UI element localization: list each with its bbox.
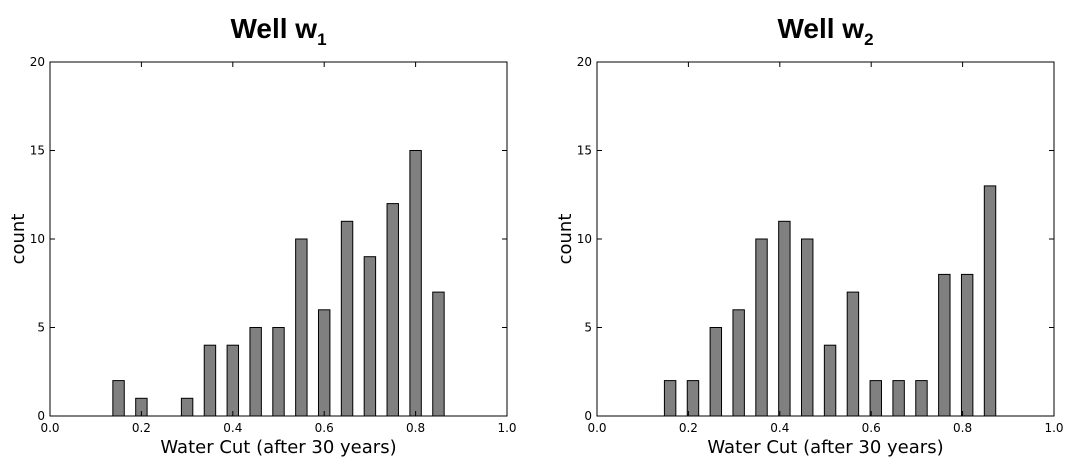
- chart2-panel: Well w2 0.0 0.2 0.4 0.6 0.8 1.0 0 5 10 15 20 Water C…: [555, 13, 1064, 458]
- chart1-y-axis-label: count: [8, 214, 29, 265]
- chart2-xtick-label-2: 0.2: [679, 421, 698, 435]
- chart1-bar-10: [317, 309, 331, 417]
- chart1-xtick-label-3: 0.4: [223, 421, 242, 435]
- chart2-bar-1: [663, 380, 677, 417]
- chart2-ytick-label-2: 5: [584, 321, 592, 335]
- chart1-x-axis-label: Water Cut (after 30 years): [160, 437, 396, 458]
- chart1-bar-1: [112, 380, 125, 417]
- chart2-ytick-label-1: 0: [584, 409, 592, 423]
- chart2-bar-4: [732, 309, 745, 417]
- chart2-xtick-label-3: 0.4: [770, 421, 789, 435]
- chart1-ytick-label-2: 5: [37, 321, 45, 335]
- chart2-bar-10: [869, 380, 882, 417]
- chart1-xtick-label-4: 0.6: [315, 421, 334, 435]
- chart1-bar-8: [272, 327, 285, 417]
- chart1-ytick-label-4: 15: [30, 144, 45, 158]
- chart2-xtick-label-6: 1.0: [1044, 421, 1063, 435]
- chart1-bar-15: [432, 291, 445, 417]
- chart2-x-axis-label: Water Cut (after 30 years): [707, 437, 943, 458]
- chart2-xtick-label-5: 0.8: [953, 421, 972, 435]
- chart2-bar-11: [892, 380, 905, 417]
- chart2-bar-15: [983, 185, 997, 417]
- chart1-title-text: Well w: [230, 13, 317, 44]
- chart1-panel: Well w1 0.0 0.2 0.4 0.6 0.8 1.0 0 5 10 15 20 Water C…: [8, 13, 517, 458]
- chart2-bar-6: [778, 220, 791, 417]
- chart2-bar-14: [960, 273, 974, 417]
- chart2-bar-7: [801, 238, 814, 417]
- chart1-bar-4: [180, 397, 194, 417]
- chart2-y-axis-label: count: [555, 214, 576, 265]
- chart2-bar-13: [938, 273, 951, 417]
- chart1-title-subscript: 1: [317, 30, 326, 49]
- chart1-bar-9: [295, 238, 308, 417]
- chart1-xtick-label-5: 0.8: [406, 421, 425, 435]
- chart1-bar-6: [226, 344, 240, 417]
- chart2-bar-8: [823, 344, 837, 417]
- chart2-xtick-label-4: 0.6: [862, 421, 881, 435]
- chart1-ytick-label-1: 0: [37, 409, 45, 423]
- chart1-xtick-label-6: 1.0: [497, 421, 516, 435]
- chart1-bar-14: [409, 150, 422, 417]
- chart2-title-subscript: 2: [864, 30, 873, 49]
- chart2-xtick-label-1: 0.0: [587, 421, 606, 435]
- chart1-bar-13: [386, 203, 399, 417]
- chart1-bar-5: [203, 344, 217, 417]
- chart2-bar-12: [915, 380, 928, 417]
- chart1-xtick-label-1: 0.0: [40, 421, 59, 435]
- chart1-title: Well w1: [230, 13, 326, 49]
- chart1-bar-12: [363, 256, 377, 417]
- chart2-bar-9: [846, 291, 860, 417]
- chart2-bar-2: [686, 380, 700, 417]
- chart1-ytick-label-5: 20: [30, 55, 45, 69]
- chart1-bar-7: [249, 327, 262, 417]
- chart1-bar-11: [340, 220, 354, 417]
- chart1-ytick-label-3: 10: [30, 232, 45, 246]
- chart2-ytick-label-4: 15: [577, 144, 592, 158]
- chart2-title-text: Well w: [777, 13, 864, 44]
- chart2-title: Well w2: [777, 13, 873, 49]
- chart2-bar-3: [709, 327, 723, 417]
- chart2-ytick-label-5: 20: [577, 55, 592, 69]
- chart2-ytick-label-3: 10: [577, 232, 592, 246]
- chart2-bar-5: [755, 238, 768, 417]
- chart1-xtick-label-2: 0.2: [132, 421, 151, 435]
